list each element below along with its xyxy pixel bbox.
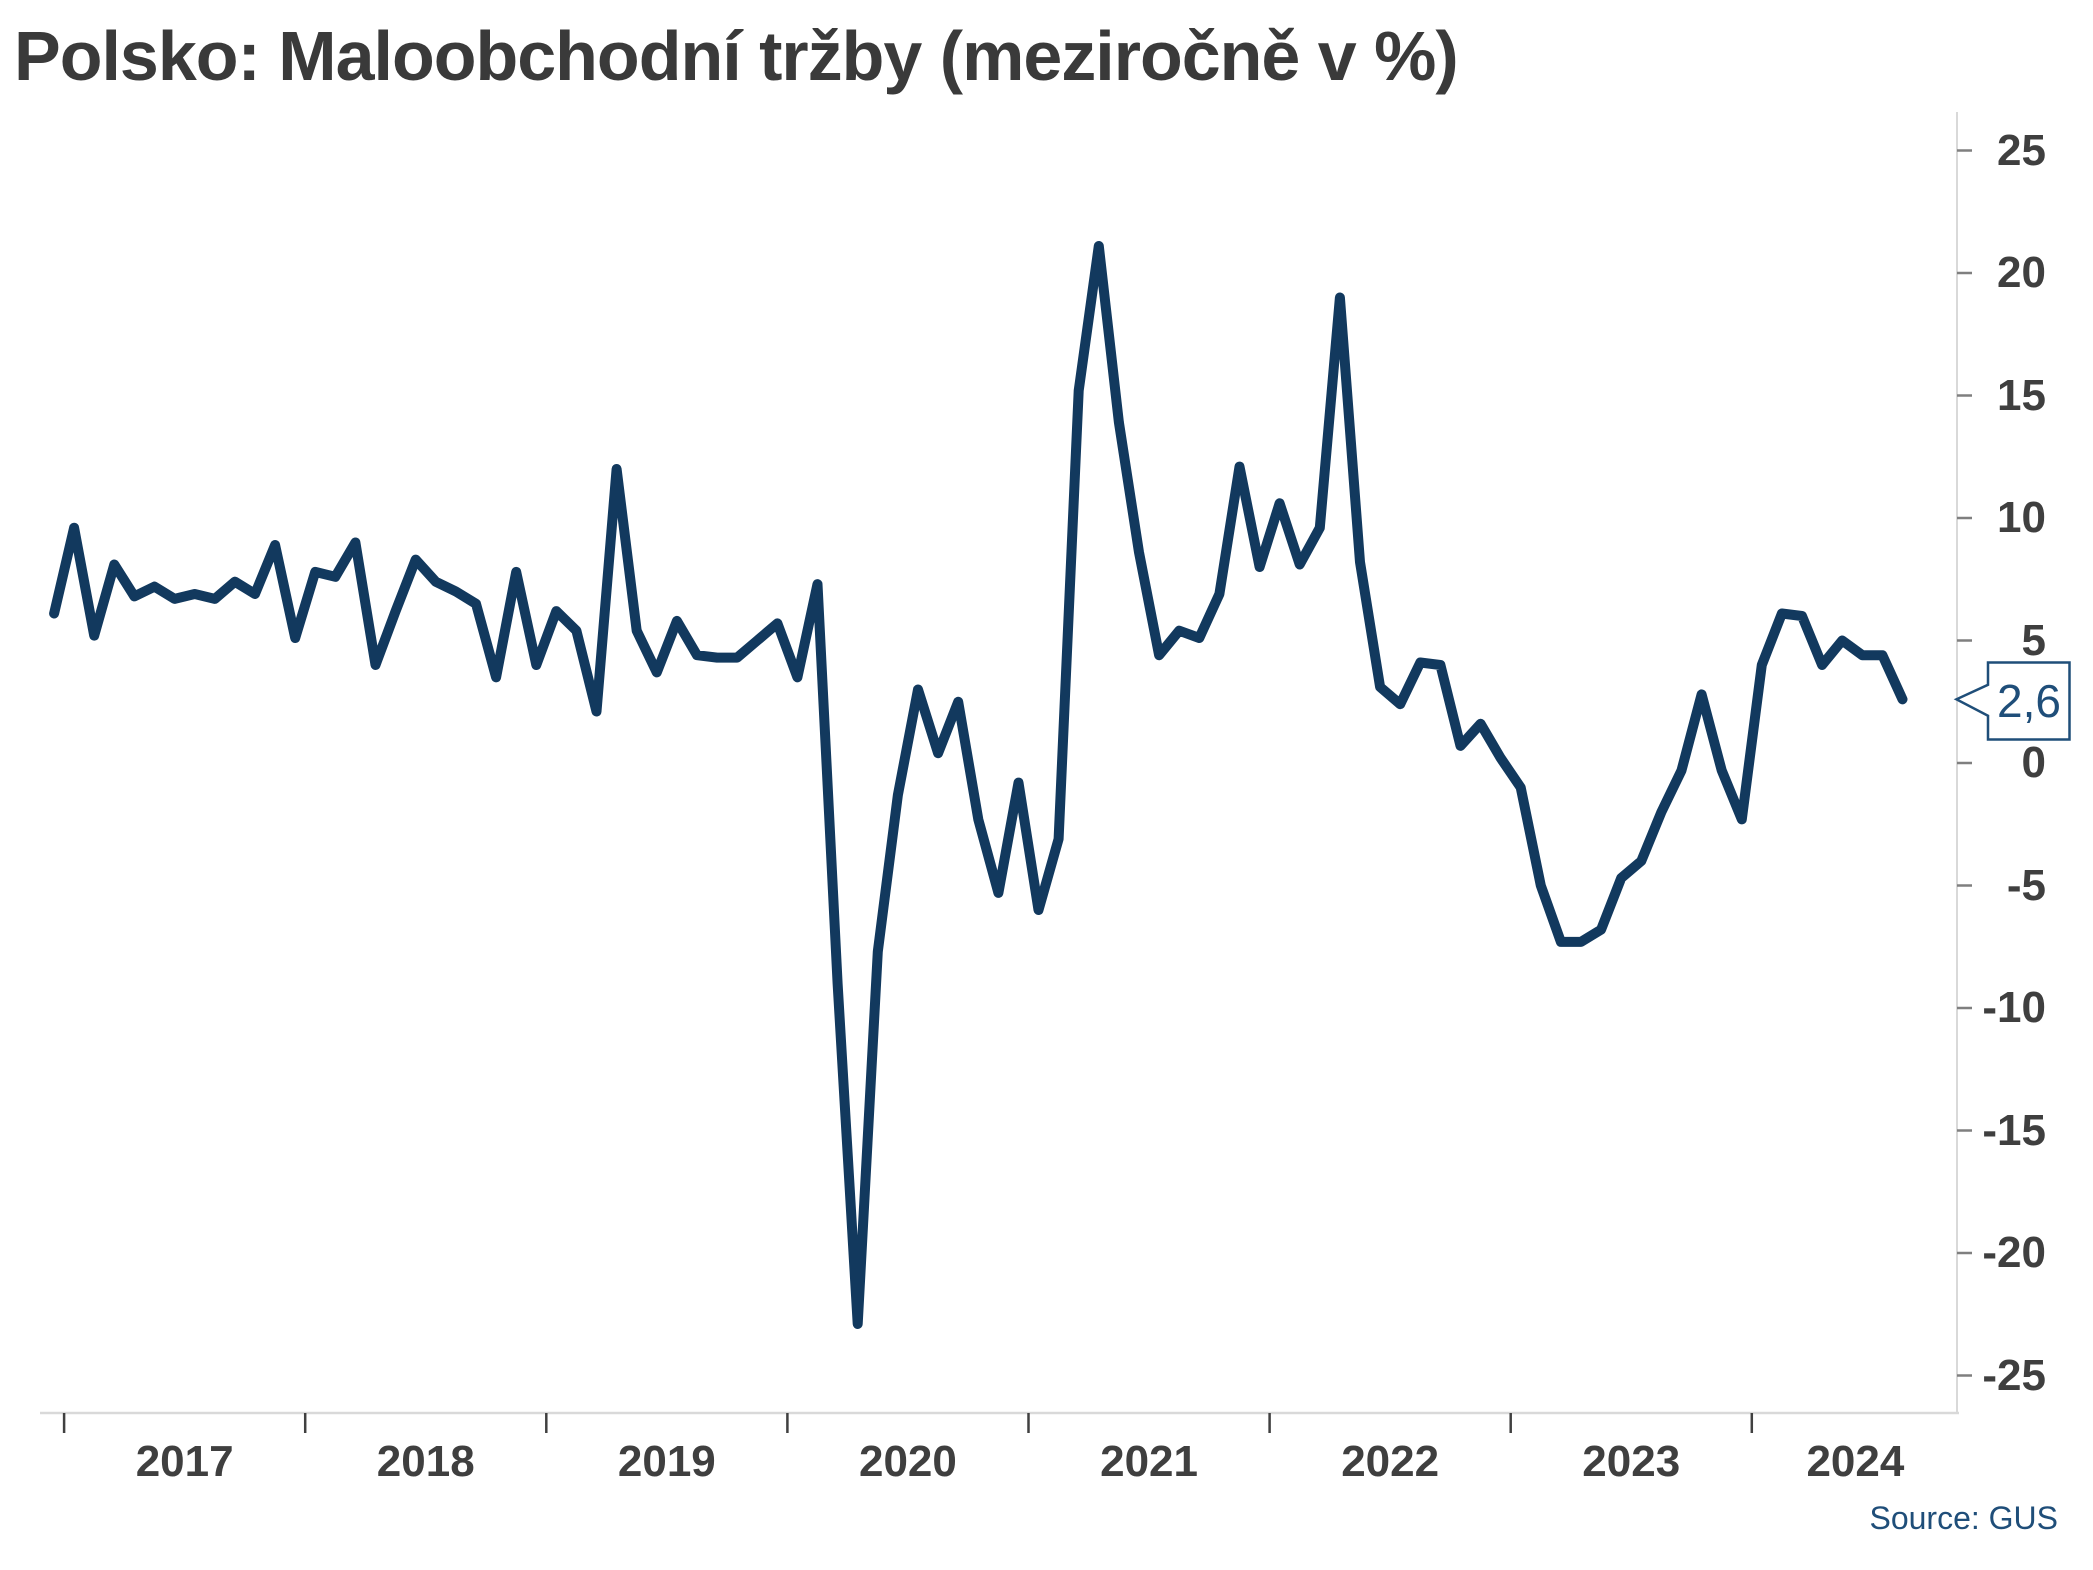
- y-tick-label: 5: [2021, 615, 2046, 665]
- x-year-label: 2024: [1806, 1437, 1905, 1486]
- data-callout-bubble: [1953, 661, 2071, 741]
- source-note: Source: GUS: [1869, 1500, 2058, 1536]
- chart-title: Polsko: Maloobchodní tržby (meziročně v …: [14, 17, 1459, 95]
- y-tick-label: -10: [1982, 983, 2046, 1032]
- x-year-label: 2023: [1582, 1437, 1681, 1486]
- y-tick-label: -5: [2006, 860, 2046, 910]
- y-tick-label: -15: [1982, 1105, 2046, 1155]
- x-year-label: 2021: [1100, 1437, 1198, 1486]
- y-tick-label: 0: [2021, 738, 2046, 787]
- y-tick-label: 15: [1997, 370, 2046, 420]
- callout-value-label: 2,6: [1997, 675, 2061, 727]
- y-tick-label: -25: [1982, 1350, 2046, 1400]
- x-year-label: 2019: [617, 1437, 716, 1486]
- y-tick-label: -20: [1982, 1228, 2046, 1277]
- y-tick-label: 20: [1997, 248, 2046, 297]
- x-year-label: 2020: [858, 1437, 957, 1486]
- y-tick-label: 25: [1997, 125, 2046, 175]
- data-series-line: [49, 241, 1908, 1329]
- y-tick-label: 10: [1997, 493, 2046, 542]
- x-year-label: 2018: [376, 1437, 475, 1486]
- x-year-label: 2017: [135, 1437, 234, 1486]
- x-year-label: 2022: [1341, 1437, 1440, 1486]
